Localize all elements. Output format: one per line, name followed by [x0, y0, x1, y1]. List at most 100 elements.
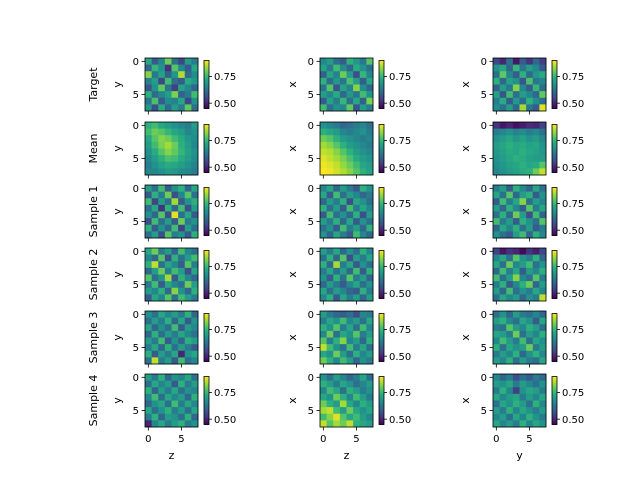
heatmap-cell [191, 84, 199, 92]
heatmap-cell [178, 350, 186, 358]
heatmap-cell [339, 311, 347, 318]
colorbar-frame [551, 376, 558, 425]
colorbar-segment [552, 357, 557, 360]
heatmap-cell [519, 380, 527, 388]
heatmap-cell [506, 122, 514, 129]
heatmap-cell [178, 344, 186, 352]
colorbar-segment [204, 136, 209, 139]
heatmap-cell [512, 350, 520, 358]
heatmap-cell [178, 168, 186, 176]
colorbar-segment [379, 345, 384, 348]
colorbar-segment [379, 158, 384, 161]
colorbar-segment [552, 74, 557, 77]
colorbar-segment [204, 207, 209, 210]
heatmap-cell [339, 58, 347, 65]
heatmap-cell [191, 287, 199, 295]
heatmap-cell [320, 387, 327, 395]
heatmap-cell [353, 261, 361, 269]
heatmap-cell [539, 198, 547, 206]
heatmap-cell [333, 64, 341, 72]
heatmap-cell [506, 413, 514, 421]
heatmap-cell [145, 191, 152, 199]
heatmap-cell [499, 393, 507, 401]
colorbar-segment [379, 294, 384, 297]
heatmap-cell [333, 420, 341, 428]
heatmap-cell [506, 337, 514, 345]
panel-frame [492, 247, 547, 302]
colorbar-segment [552, 124, 557, 127]
heatmap-cell [526, 420, 534, 428]
colorbar-segment [204, 193, 209, 196]
colorbar-segment [204, 209, 209, 212]
heatmap-cell [326, 161, 334, 169]
y-axis-label: x [459, 334, 472, 341]
heatmap-cell [493, 261, 500, 269]
heatmap-cell [151, 185, 159, 192]
colorbar-segment [204, 386, 209, 389]
heatmap-cell [184, 393, 192, 401]
heatmap-cell [333, 337, 341, 345]
heatmap-cell [506, 330, 514, 338]
heatmap-cell [320, 58, 327, 65]
heatmap-cell [353, 380, 361, 388]
heatmap-cell [191, 141, 199, 149]
heatmap-cell [346, 58, 354, 65]
heatmap-cell [353, 287, 361, 295]
heatmap-cell [512, 294, 520, 302]
heatmap-cell [532, 330, 540, 338]
colorbar-segment [379, 102, 384, 105]
colorbar-segment [204, 278, 209, 281]
heatmap-cell [499, 407, 507, 415]
heatmap-cell [191, 248, 199, 255]
heatmap-cell [320, 248, 327, 255]
colorbar-segment [204, 296, 209, 299]
heatmap-cell [366, 324, 374, 332]
colorbar-segment [552, 280, 557, 283]
heatmap-cell [184, 407, 192, 415]
colorbar-segment [204, 313, 209, 316]
heatmap-cell [145, 324, 152, 332]
y-axis-label: x [459, 271, 472, 278]
heatmap-cell [151, 84, 159, 92]
heatmap-cell [171, 337, 179, 345]
colorbar-segment [552, 390, 557, 393]
heatmap-cell [171, 64, 179, 72]
colorbar-segment [552, 219, 557, 222]
heatmap-cell [519, 231, 527, 239]
heatmap-cell [539, 357, 547, 365]
heatmap-cell [171, 317, 179, 325]
colorbar-segment [379, 74, 384, 77]
heatmap-cell [519, 400, 527, 408]
heatmap-cell [191, 357, 199, 365]
colorbar-segment [552, 92, 557, 95]
heatmap-cell [339, 71, 347, 79]
colorbar-tick-label: 0.75 [214, 199, 236, 210]
heatmap-cell [506, 407, 514, 415]
heatmap-cell [178, 261, 186, 269]
heatmap-cell [539, 281, 547, 289]
heatmap-cell [526, 267, 534, 275]
heatmap-cell [539, 393, 547, 401]
heatmap-cell [519, 77, 527, 85]
colorbar-segment [552, 90, 557, 93]
heatmap-cell [158, 387, 166, 395]
x-tick-label: 5 [526, 434, 532, 445]
heatmap-cell [184, 248, 192, 255]
heatmap-cell [178, 357, 186, 365]
heatmap-cell [178, 211, 186, 219]
colorbar-segment [204, 170, 209, 173]
colorbar-segment [204, 331, 209, 334]
heatmap-cell [526, 311, 534, 318]
heatmap-cell [326, 104, 334, 112]
colorbar-segment [204, 321, 209, 324]
heatmap-cell [320, 393, 327, 401]
colorbar-segment [204, 284, 209, 287]
colorbar-segment [204, 94, 209, 97]
heatmap-cell [171, 191, 179, 199]
colorbar-segment [204, 268, 209, 271]
heatmap-cell [158, 58, 166, 65]
colorbar-segment [552, 100, 557, 103]
